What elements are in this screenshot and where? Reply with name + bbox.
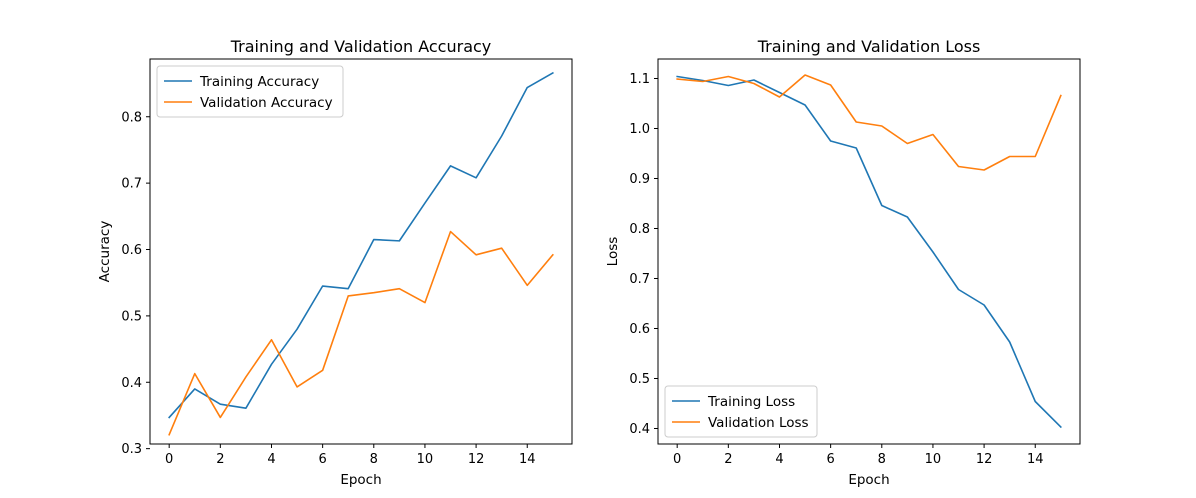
x-tick-label: 2 xyxy=(724,452,732,467)
x-tick-label: 10 xyxy=(925,452,942,467)
legend-box xyxy=(664,385,818,438)
y-tick-label: 0.8 xyxy=(121,110,142,125)
legend-entry: Training Accuracy xyxy=(199,74,319,90)
x-tick-label: 2 xyxy=(216,452,224,467)
y-tick-label: 0.4 xyxy=(121,376,142,391)
x-axis-label: Epoch xyxy=(340,472,381,488)
axes-frame xyxy=(149,58,573,445)
legend: Training Accuracy Validation Accuracy xyxy=(156,65,344,118)
x-tick-label: 4 xyxy=(775,452,783,467)
y-tick-label: 0.5 xyxy=(121,309,142,324)
x-tick-label: 10 xyxy=(417,452,434,467)
x-tick-label: 14 xyxy=(519,452,536,467)
x-axis-label: Epoch xyxy=(848,472,889,488)
y-tick-label: 0.7 xyxy=(629,272,650,287)
loss-chart: 0 2 4 6 8 10 12 14 0.4 0.5 0.6 0.7 0.8 0.9 1.0 1.1 Train… xyxy=(605,37,1081,488)
accuracy-chart: 0 2 4 6 8 10 12 14 0.3 0.4 0.5 0.6 0.7 0.8 Training an… xyxy=(97,37,573,488)
y-axis-label: Accuracy xyxy=(97,221,113,283)
x-tick-label: 14 xyxy=(1027,452,1044,467)
legend-entry: Validation Accuracy xyxy=(200,95,333,111)
series-line-training-loss xyxy=(676,75,1062,429)
y-tick-label: 1.1 xyxy=(629,72,650,87)
y-tick-label: 0.9 xyxy=(629,172,650,187)
legend-entry: Training Loss xyxy=(707,394,795,410)
x-tick-label: 6 xyxy=(826,452,834,467)
x-tick-label: 8 xyxy=(878,452,886,467)
y-tick-label: 0.6 xyxy=(629,322,650,337)
legend: Training Loss Validation Loss xyxy=(664,385,818,438)
x-tick-label: 12 xyxy=(468,452,485,467)
x-tick-label: 0 xyxy=(165,452,173,467)
y-tick-label: 0.8 xyxy=(629,222,650,237)
x-tick-label: 6 xyxy=(318,452,326,467)
chart-title: Training and Validation Accuracy xyxy=(230,37,492,56)
axes-frame xyxy=(657,58,1081,445)
chart-title: Training and Validation Loss xyxy=(757,37,981,56)
legend-box xyxy=(156,65,344,118)
y-axis-label: Loss xyxy=(605,237,621,267)
x-tick-label: 8 xyxy=(370,452,378,467)
y-tick-label: 0.3 xyxy=(121,442,142,457)
series-line-validation-accuracy xyxy=(168,230,554,436)
series-line-training-accuracy xyxy=(168,71,554,419)
series-line-validation-loss xyxy=(676,74,1062,171)
legend-entry: Validation Loss xyxy=(708,415,809,431)
x-tick-label: 12 xyxy=(976,452,993,467)
x-tick-label: 4 xyxy=(267,452,275,467)
x-tick-label: 0 xyxy=(673,452,681,467)
y-tick-label: 0.4 xyxy=(629,422,650,437)
y-tick-label: 0.6 xyxy=(121,243,142,258)
y-tick-label: 0.5 xyxy=(629,372,650,387)
y-tick-label: 1.0 xyxy=(629,122,650,137)
y-tick-label: 0.7 xyxy=(121,177,142,192)
